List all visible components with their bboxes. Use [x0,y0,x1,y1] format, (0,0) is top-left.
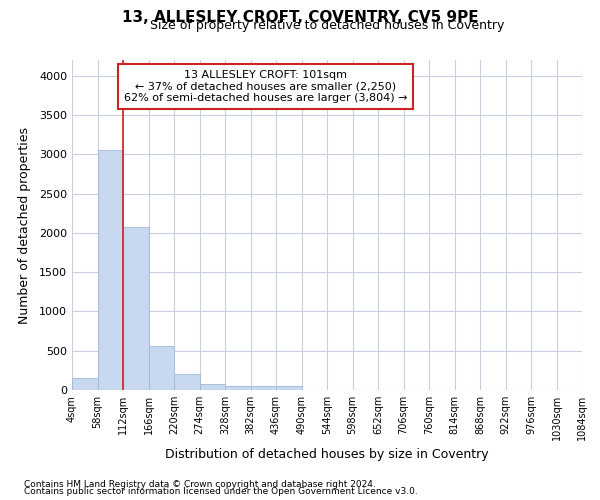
Bar [123,228,149,390]
Text: 13 ALLESLEY CROFT: 101sqm
← 37% of detached houses are smaller (2,250)
62% of se: 13 ALLESLEY CROFT: 101sqm ← 37% of detac… [124,70,407,103]
Title: Size of property relative to detached houses in Coventry: Size of property relative to detached ho… [150,20,504,32]
Bar [251,386,276,390]
Y-axis label: Number of detached properties: Number of detached properties [17,126,31,324]
Bar [174,374,199,390]
Bar [149,346,174,390]
Bar [276,386,302,390]
Bar [200,384,225,390]
Text: Contains HM Land Registry data © Crown copyright and database right 2024.: Contains HM Land Registry data © Crown c… [24,480,376,489]
Bar [72,378,97,390]
Text: 13, ALLESLEY CROFT, COVENTRY, CV5 9PE: 13, ALLESLEY CROFT, COVENTRY, CV5 9PE [122,10,478,25]
X-axis label: Distribution of detached houses by size in Coventry: Distribution of detached houses by size … [165,448,489,462]
Text: Contains public sector information licensed under the Open Government Licence v3: Contains public sector information licen… [24,487,418,496]
Bar [225,386,251,390]
Bar [97,150,123,390]
